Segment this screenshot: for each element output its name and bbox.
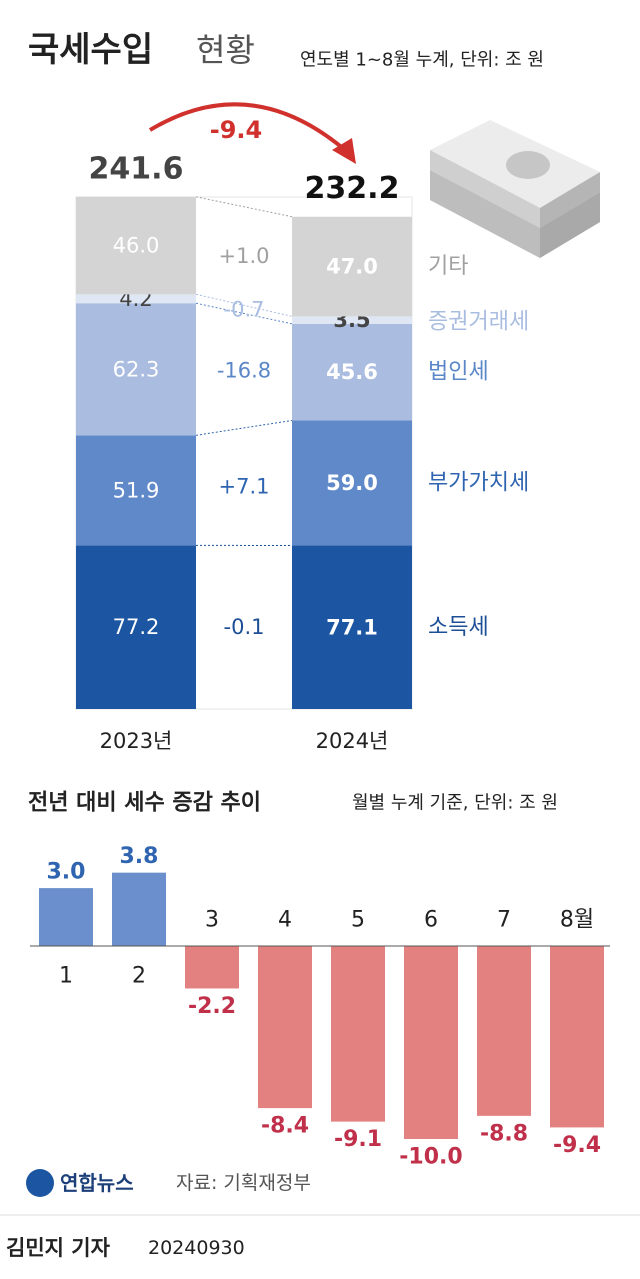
bar — [550, 946, 604, 1128]
x-tick-label: 2023년 — [100, 729, 173, 753]
bar-segment — [292, 420, 412, 546]
x-tick-label: 3 — [205, 908, 219, 933]
arrow-head — [332, 138, 356, 164]
x-tick-label: 4 — [278, 908, 292, 933]
x-tick-label: 6 — [424, 908, 438, 933]
value-label: -8.8 — [480, 1121, 528, 1146]
change-label: -0.1 — [224, 615, 265, 639]
value-label: -9.4 — [553, 1133, 601, 1158]
connector — [195, 419, 293, 436]
value-label: 77.2 — [113, 615, 160, 639]
bar-segment — [76, 303, 196, 436]
value-label: -9.1 — [334, 1127, 382, 1152]
bar-segment — [292, 323, 412, 421]
source: 자료: 기획재정부 — [176, 1172, 311, 1194]
change-label: -0.7 — [224, 297, 265, 321]
bar — [331, 946, 385, 1122]
value-label: 47.0 — [326, 255, 378, 279]
x-tick-label: 1 — [59, 964, 73, 989]
legend-label: 기타 — [428, 254, 468, 279]
bar-segment — [292, 316, 412, 324]
x-tick-label: 5 — [351, 908, 365, 933]
change-arrow — [148, 102, 347, 152]
legend-label: 소득세 — [428, 615, 489, 640]
date: 20240930 — [148, 1237, 245, 1259]
connector — [195, 196, 293, 218]
bar-segment — [292, 216, 412, 317]
value-label: 3.8 — [120, 844, 159, 869]
bar-segment — [76, 545, 196, 709]
value-label: 45.6 — [326, 360, 378, 384]
logo-mark — [26, 1169, 54, 1197]
value-label: 46.0 — [113, 234, 160, 258]
change-label: +1.0 — [219, 244, 270, 268]
x-tick-label: 2 — [132, 964, 146, 989]
bar — [258, 946, 312, 1109]
x-tick-label: 2024년 — [316, 729, 389, 753]
total-change-label: -9.4 — [210, 116, 262, 144]
bar — [39, 888, 93, 946]
bar — [185, 946, 239, 989]
bar — [477, 946, 531, 1116]
value-label: 62.3 — [113, 357, 160, 381]
logo-text: 연합뉴스 — [60, 1171, 134, 1195]
chart-note: 월별 누계 기준, 단위: 조 원 — [352, 793, 558, 814]
chart-title: 전년 대비 세수 증감 추이 — [28, 791, 261, 816]
bar-segment — [76, 196, 196, 295]
bar — [112, 872, 166, 946]
value-label: -10.0 — [399, 1145, 462, 1170]
value-label: 59.0 — [326, 471, 378, 495]
chart-subtitle: 현황 — [196, 31, 255, 69]
money-icon — [430, 120, 600, 258]
bar-segment — [292, 545, 412, 709]
total-label: 241.6 — [89, 151, 184, 186]
chart-title: 국세수입 — [28, 30, 153, 70]
byline: 김민지 기자 — [6, 1236, 111, 1260]
connector — [195, 293, 293, 317]
total-label: 232.2 — [305, 171, 400, 206]
connector — [195, 302, 293, 325]
bar-segment — [76, 435, 196, 546]
change-label: -16.8 — [217, 359, 271, 383]
legend-label: 법인세 — [428, 360, 489, 385]
value-label: 3.0 — [47, 860, 86, 885]
x-tick-label: 7 — [497, 908, 511, 933]
value-label: -2.2 — [188, 994, 236, 1019]
bar-segment — [76, 294, 196, 304]
legend-label: 증권거래세 — [428, 310, 529, 335]
bar — [404, 946, 458, 1139]
value-label: 51.9 — [113, 478, 160, 502]
x-tick-label: 8월 — [560, 908, 594, 933]
chart-note: 연도별 1~8월 누계, 단위: 조 원 — [300, 50, 544, 71]
legend-label: 부가가치세 — [428, 471, 529, 496]
value-label: -8.4 — [261, 1114, 309, 1139]
change-label: +7.1 — [219, 475, 270, 499]
value-label: 77.1 — [326, 615, 378, 639]
